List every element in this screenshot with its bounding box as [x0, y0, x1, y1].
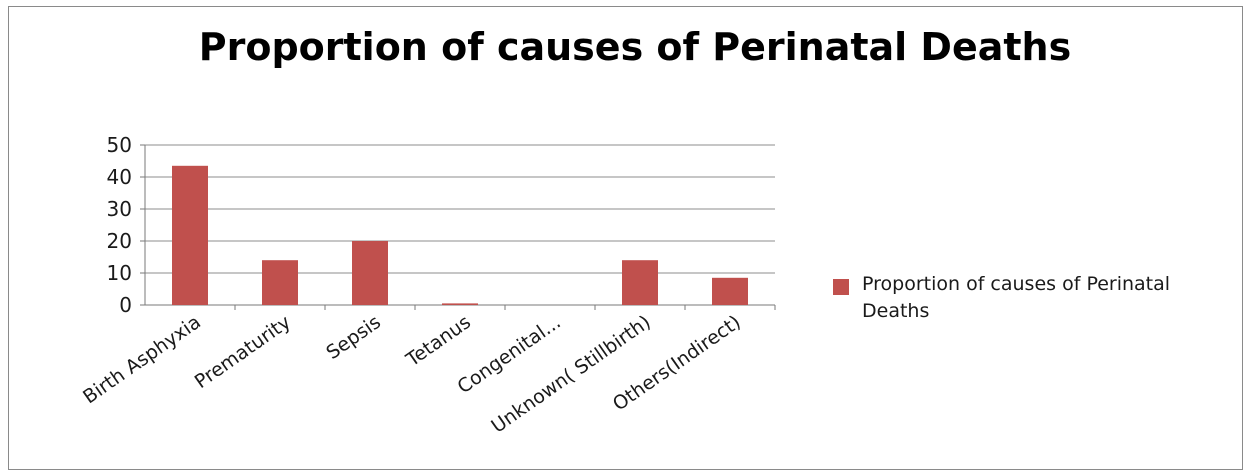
bar [262, 260, 298, 305]
x-tick-label: Prematurity [191, 311, 295, 393]
x-tick-label: Tetanus [402, 311, 475, 372]
x-tick-label: Sepsis [322, 311, 384, 364]
chart-area [8, 6, 1243, 470]
gridlines [145, 144, 775, 306]
y-tick-label: 20 [107, 229, 132, 253]
y-tick-label: 10 [107, 261, 132, 285]
axes [140, 144, 776, 310]
legend: Proportion of causes of Perinatal Deaths [833, 271, 1202, 325]
y-tick-label: 30 [107, 197, 132, 221]
y-tick-label: 0 [119, 293, 132, 317]
bar [622, 260, 658, 305]
legend-label: Proportion of causes of Perinatal Deaths [862, 273, 1171, 322]
y-tick-labels: 0 10 20 30 40 50 [107, 133, 132, 317]
y-tick-label: 50 [107, 133, 132, 157]
bar [712, 277, 748, 305]
bar [172, 165, 208, 305]
bar [442, 303, 478, 305]
y-tick-label: 40 [107, 165, 132, 189]
chart-title: Proportion of causes of Perinatal Deaths [198, 25, 1072, 69]
bar [352, 241, 388, 305]
x-tick-label: Unknown( Stillbirth) [487, 311, 654, 437]
legend-swatch [833, 279, 849, 295]
x-tick-label: Birth Asphyxia [79, 311, 205, 408]
bars [172, 165, 748, 305]
